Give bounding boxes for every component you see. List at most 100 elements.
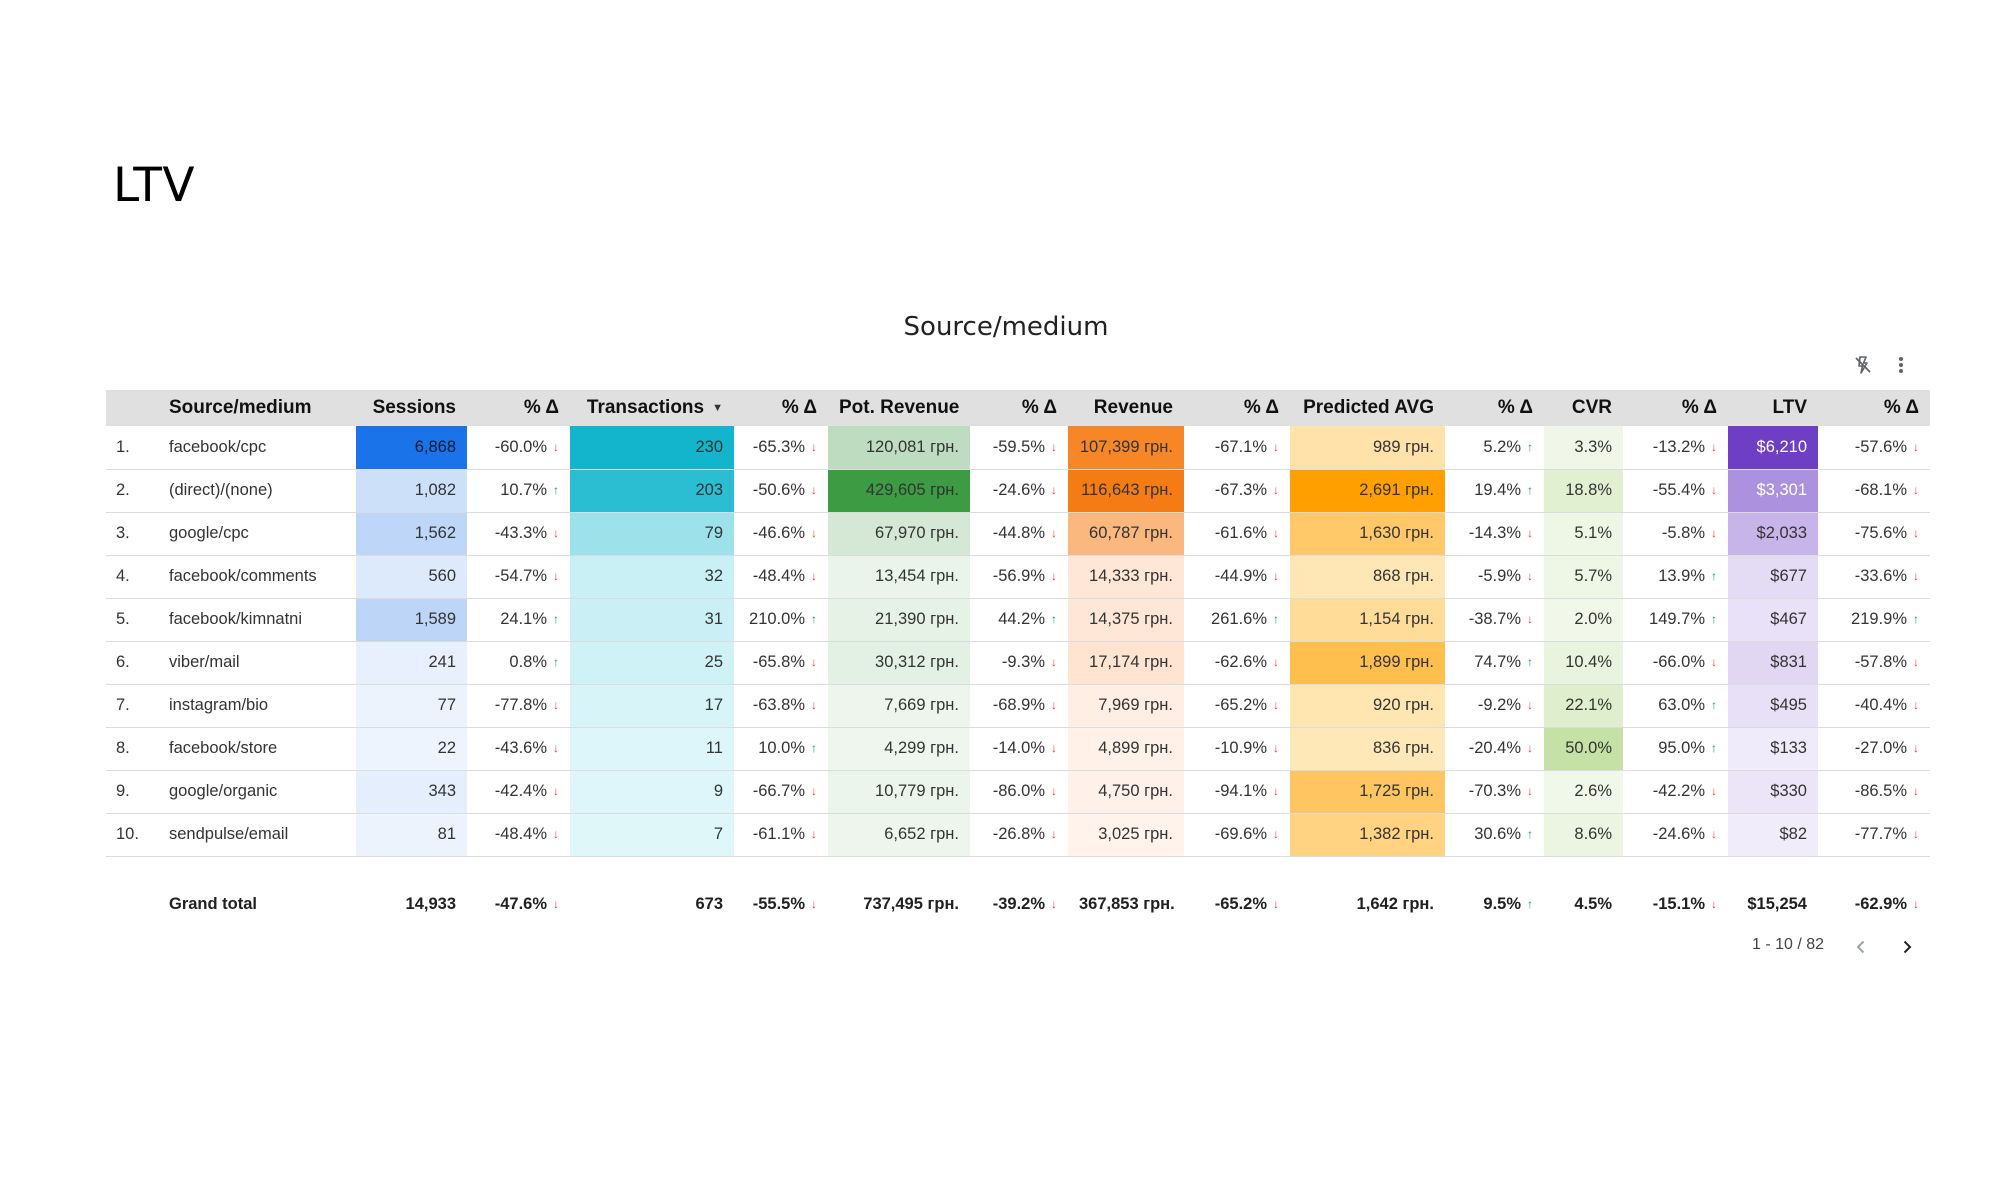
cell-ltv: $677 xyxy=(1728,555,1818,599)
more-vert-icon[interactable] xyxy=(1888,352,1914,378)
table-header: Source/medium Sessions % Δ Transactions ▼… xyxy=(106,390,1930,426)
cell-transactions: 79 xyxy=(570,512,734,556)
row-index: 2. xyxy=(106,469,158,513)
cell-transactions-delta: -46.6% ↓ xyxy=(734,512,828,556)
delta-value: -86.0% xyxy=(992,782,1045,800)
header-source-medium[interactable]: Source/medium xyxy=(158,390,356,426)
cell-ltv: $495 xyxy=(1728,684,1818,728)
table-row[interactable]: 9. google/organic 343 -42.4% ↓ 9 -66.7% ↓ 10,779… xyxy=(106,770,1930,814)
chevron-right-icon[interactable] xyxy=(1894,934,1920,960)
arrow-down-icon: ↓ xyxy=(1273,569,1279,583)
table-row[interactable]: 7. instagram/bio 77 -77.8% ↓ 17 -63.8% ↓ 7,669 г… xyxy=(106,684,1930,728)
delta-value: -5.9% xyxy=(1477,567,1521,585)
arrow-down-icon: ↓ xyxy=(1527,698,1533,712)
row-index: 5. xyxy=(106,598,158,642)
cell-source-medium[interactable]: facebook/store xyxy=(158,727,356,771)
arrow-down-icon: ↓ xyxy=(1527,784,1533,798)
table-row[interactable]: 2. (direct)/(none) 1,082 10.7% ↑ 203 -50.6% ↓ 42… xyxy=(106,469,1930,513)
cell-source-medium[interactable]: instagram/bio xyxy=(158,684,356,728)
cell-predicted-avg-delta: -38.7% ↓ xyxy=(1445,598,1544,642)
delta-value: 9.5% xyxy=(1483,894,1521,913)
delta-value: 13.9% xyxy=(1658,567,1705,585)
arrow-up-icon: ↑ xyxy=(811,741,817,755)
delta-value: -24.6% xyxy=(1652,825,1705,843)
cell-revenue: 60,787 грн. xyxy=(1068,512,1184,556)
cell-source-medium[interactable]: facebook/comments xyxy=(158,555,356,599)
arrow-up-icon: ↑ xyxy=(1051,612,1057,626)
cell-cvr-delta: -55.4% ↓ xyxy=(1623,469,1728,513)
cell-source-medium[interactable]: facebook/kimnatni xyxy=(158,598,356,642)
header-ltv[interactable]: LTV xyxy=(1728,390,1818,426)
table-spacer xyxy=(106,856,1930,882)
header-cvr-delta[interactable]: % Δ xyxy=(1623,390,1728,426)
delta-value: -62.9% xyxy=(1854,894,1907,913)
header-transactions-delta[interactable]: % Δ xyxy=(734,390,828,426)
delta-value: 210.0% xyxy=(749,610,805,628)
header-revenue-delta[interactable]: % Δ xyxy=(1184,390,1290,426)
cell-predicted-avg-delta: 74.7% ↑ xyxy=(1445,641,1544,685)
arrow-down-icon: ↓ xyxy=(811,896,817,911)
cell-revenue: 3,025 грн. xyxy=(1068,813,1184,857)
table-row[interactable]: 1. facebook/cpc 6,868 -60.0% ↓ 230 -65.3% ↓ 120,… xyxy=(106,426,1930,470)
table-row[interactable]: 5. facebook/kimnatni 1,589 24.1% ↑ 31 210.0% ↑ 2… xyxy=(106,598,1930,642)
cell-source-medium[interactable]: (direct)/(none) xyxy=(158,469,356,513)
table-row[interactable]: 6. viber/mail 241 0.8% ↑ 25 -65.8% ↓ 30,312 грн.… xyxy=(106,641,1930,685)
sort-desc-icon[interactable]: ▼ xyxy=(712,402,723,414)
arrow-up-icon: ↑ xyxy=(1273,612,1279,626)
cell-pot-revenue: 30,312 грн. xyxy=(828,641,970,685)
delta-value: -48.4% xyxy=(494,825,547,843)
chevron-left-icon[interactable] xyxy=(1848,934,1874,960)
header-pot-revenue[interactable]: Pot. Revenue xyxy=(828,390,970,426)
cell-source-medium[interactable]: google/cpc xyxy=(158,512,356,556)
cell-pot-revenue-delta: -9.3% ↓ xyxy=(970,641,1068,685)
cell-predicted-avg-delta: 5.2% ↑ xyxy=(1445,426,1544,470)
arrow-up-icon: ↑ xyxy=(1527,827,1533,841)
grand-total-revenue: 367,853 грн. xyxy=(1079,894,1175,913)
arrow-up-icon: ↑ xyxy=(1913,612,1919,626)
cell-source-medium[interactable]: viber/mail xyxy=(158,641,356,685)
header-predicted-avg-delta[interactable]: % Δ xyxy=(1445,390,1544,426)
delta-value: -55.5% xyxy=(752,894,805,913)
grand-total-label: Grand total xyxy=(169,894,258,913)
cell-source-medium[interactable]: facebook/cpc xyxy=(158,426,356,470)
table-row[interactable]: 10. sendpulse/email 81 -48.4% ↓ 7 -61.1% ↓ 6,652… xyxy=(106,813,1930,857)
delta-value: -47.6% xyxy=(494,894,547,913)
table-row[interactable]: 8. facebook/store 22 -43.6% ↓ 11 10.0% ↑ 4,299 г… xyxy=(106,727,1930,771)
pagination-label: 1 - 10 / 82 xyxy=(1752,936,1825,953)
cell-cvr-delta: -66.0% ↓ xyxy=(1623,641,1728,685)
header-sessions-delta[interactable]: % Δ xyxy=(467,390,570,426)
row-index: 9. xyxy=(106,770,158,814)
header-predicted-avg[interactable]: Predicted AVG xyxy=(1290,390,1445,426)
header-revenue[interactable]: Revenue xyxy=(1068,390,1184,426)
delta-value: 95.0% xyxy=(1658,739,1705,757)
delta-value: -27.0% xyxy=(1854,739,1907,757)
delta-value: -62.6% xyxy=(1214,653,1267,671)
header-pot-revenue-delta[interactable]: % Δ xyxy=(970,390,1068,426)
table-row[interactable]: 4. facebook/comments 560 -54.7% ↓ 32 -48.4% ↓ 13… xyxy=(106,555,1930,599)
cell-cvr: 50.0% xyxy=(1544,727,1623,771)
delta-value: -61.1% xyxy=(752,825,805,843)
cell-pot-revenue-delta: -56.9% ↓ xyxy=(970,555,1068,599)
cell-cvr-delta: 149.7% ↑ xyxy=(1623,598,1728,642)
flash-off-icon[interactable] xyxy=(1850,352,1876,378)
delta-value: 5.2% xyxy=(1483,437,1521,456)
cell-ltv-delta: -57.6% ↓ xyxy=(1818,426,1930,470)
table-row[interactable]: 3. google/cpc 1,562 -43.3% ↓ 79 -46.6% ↓ 67,970 … xyxy=(106,512,1930,556)
delta-value: -77.8% xyxy=(494,696,547,714)
cell-revenue-delta: -61.6% ↓ xyxy=(1184,512,1290,556)
header-cvr[interactable]: CVR xyxy=(1544,390,1623,426)
delta-value: -9.3% xyxy=(1001,653,1045,671)
cell-predicted-avg: 1,382 грн. xyxy=(1290,813,1445,857)
cell-predicted-avg: 1,630 грн. xyxy=(1290,512,1445,556)
cell-source-medium[interactable]: google/organic xyxy=(158,770,356,814)
cell-source-medium[interactable]: sendpulse/email xyxy=(158,813,356,857)
cell-predicted-avg: 1,899 грн. xyxy=(1290,641,1445,685)
header-sessions[interactable]: Sessions xyxy=(356,390,467,426)
delta-value: -15.1% xyxy=(1652,894,1705,913)
arrow-down-icon: ↓ xyxy=(1913,483,1919,497)
delta-value: -65.3% xyxy=(752,437,805,456)
cell-transactions: 9 xyxy=(570,770,734,814)
header-ltv-delta[interactable]: % Δ xyxy=(1818,390,1930,426)
header-transactions[interactable]: Transactions ▼ xyxy=(570,390,734,426)
arrow-down-icon: ↓ xyxy=(811,827,817,841)
